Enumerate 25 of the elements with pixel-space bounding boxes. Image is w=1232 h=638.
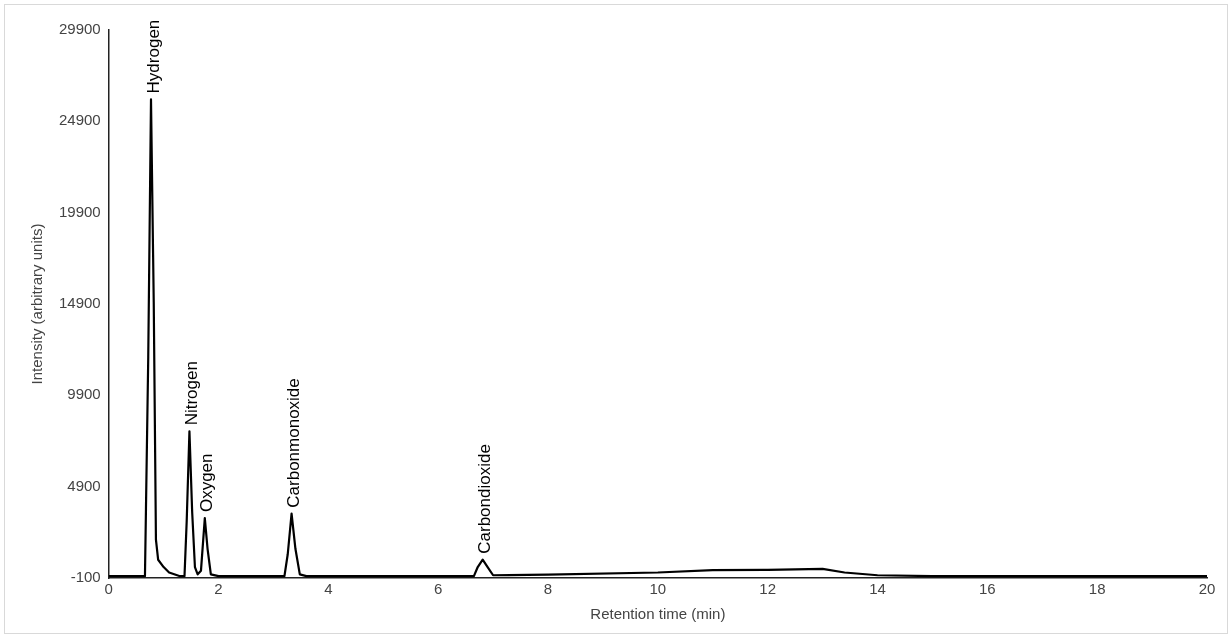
annotation: Carbonmonoxide [284,378,304,508]
annotation: Nitrogen [182,361,202,426]
y-tick-label: 9900 [67,385,101,403]
x-tick-label: 6 [434,580,443,598]
y-tick-label: 24900 [58,111,101,129]
x-tick-label: 0 [104,580,113,598]
x-tick-label: 4 [324,580,333,598]
x-tick-label: 8 [543,580,553,598]
annotation: Oxygen [197,453,217,513]
x-tick-label: 18 [1088,580,1106,598]
y-tick-label: 29900 [58,20,101,38]
x-axis-title: Retention time (min) [590,605,726,623]
x-tick-label: 20 [1198,580,1216,598]
y-tick-label: 19900 [58,202,101,220]
annotation: Carbondioxide [475,444,495,554]
y-tick-label: 14900 [58,294,101,312]
x-tick-label: 16 [979,580,996,598]
y-tick-label: -100 [70,568,101,586]
x-tick-label: 2 [214,580,223,598]
x-tick-label: 10 [649,580,667,598]
x-tick-label: 14 [869,580,886,598]
y-axis-title: Intensity (arbitrary units) [28,223,46,385]
annotation: Hydrogen [143,19,163,94]
x-tick-label: 12 [759,580,777,598]
y-tick-label: 4900 [67,476,101,494]
